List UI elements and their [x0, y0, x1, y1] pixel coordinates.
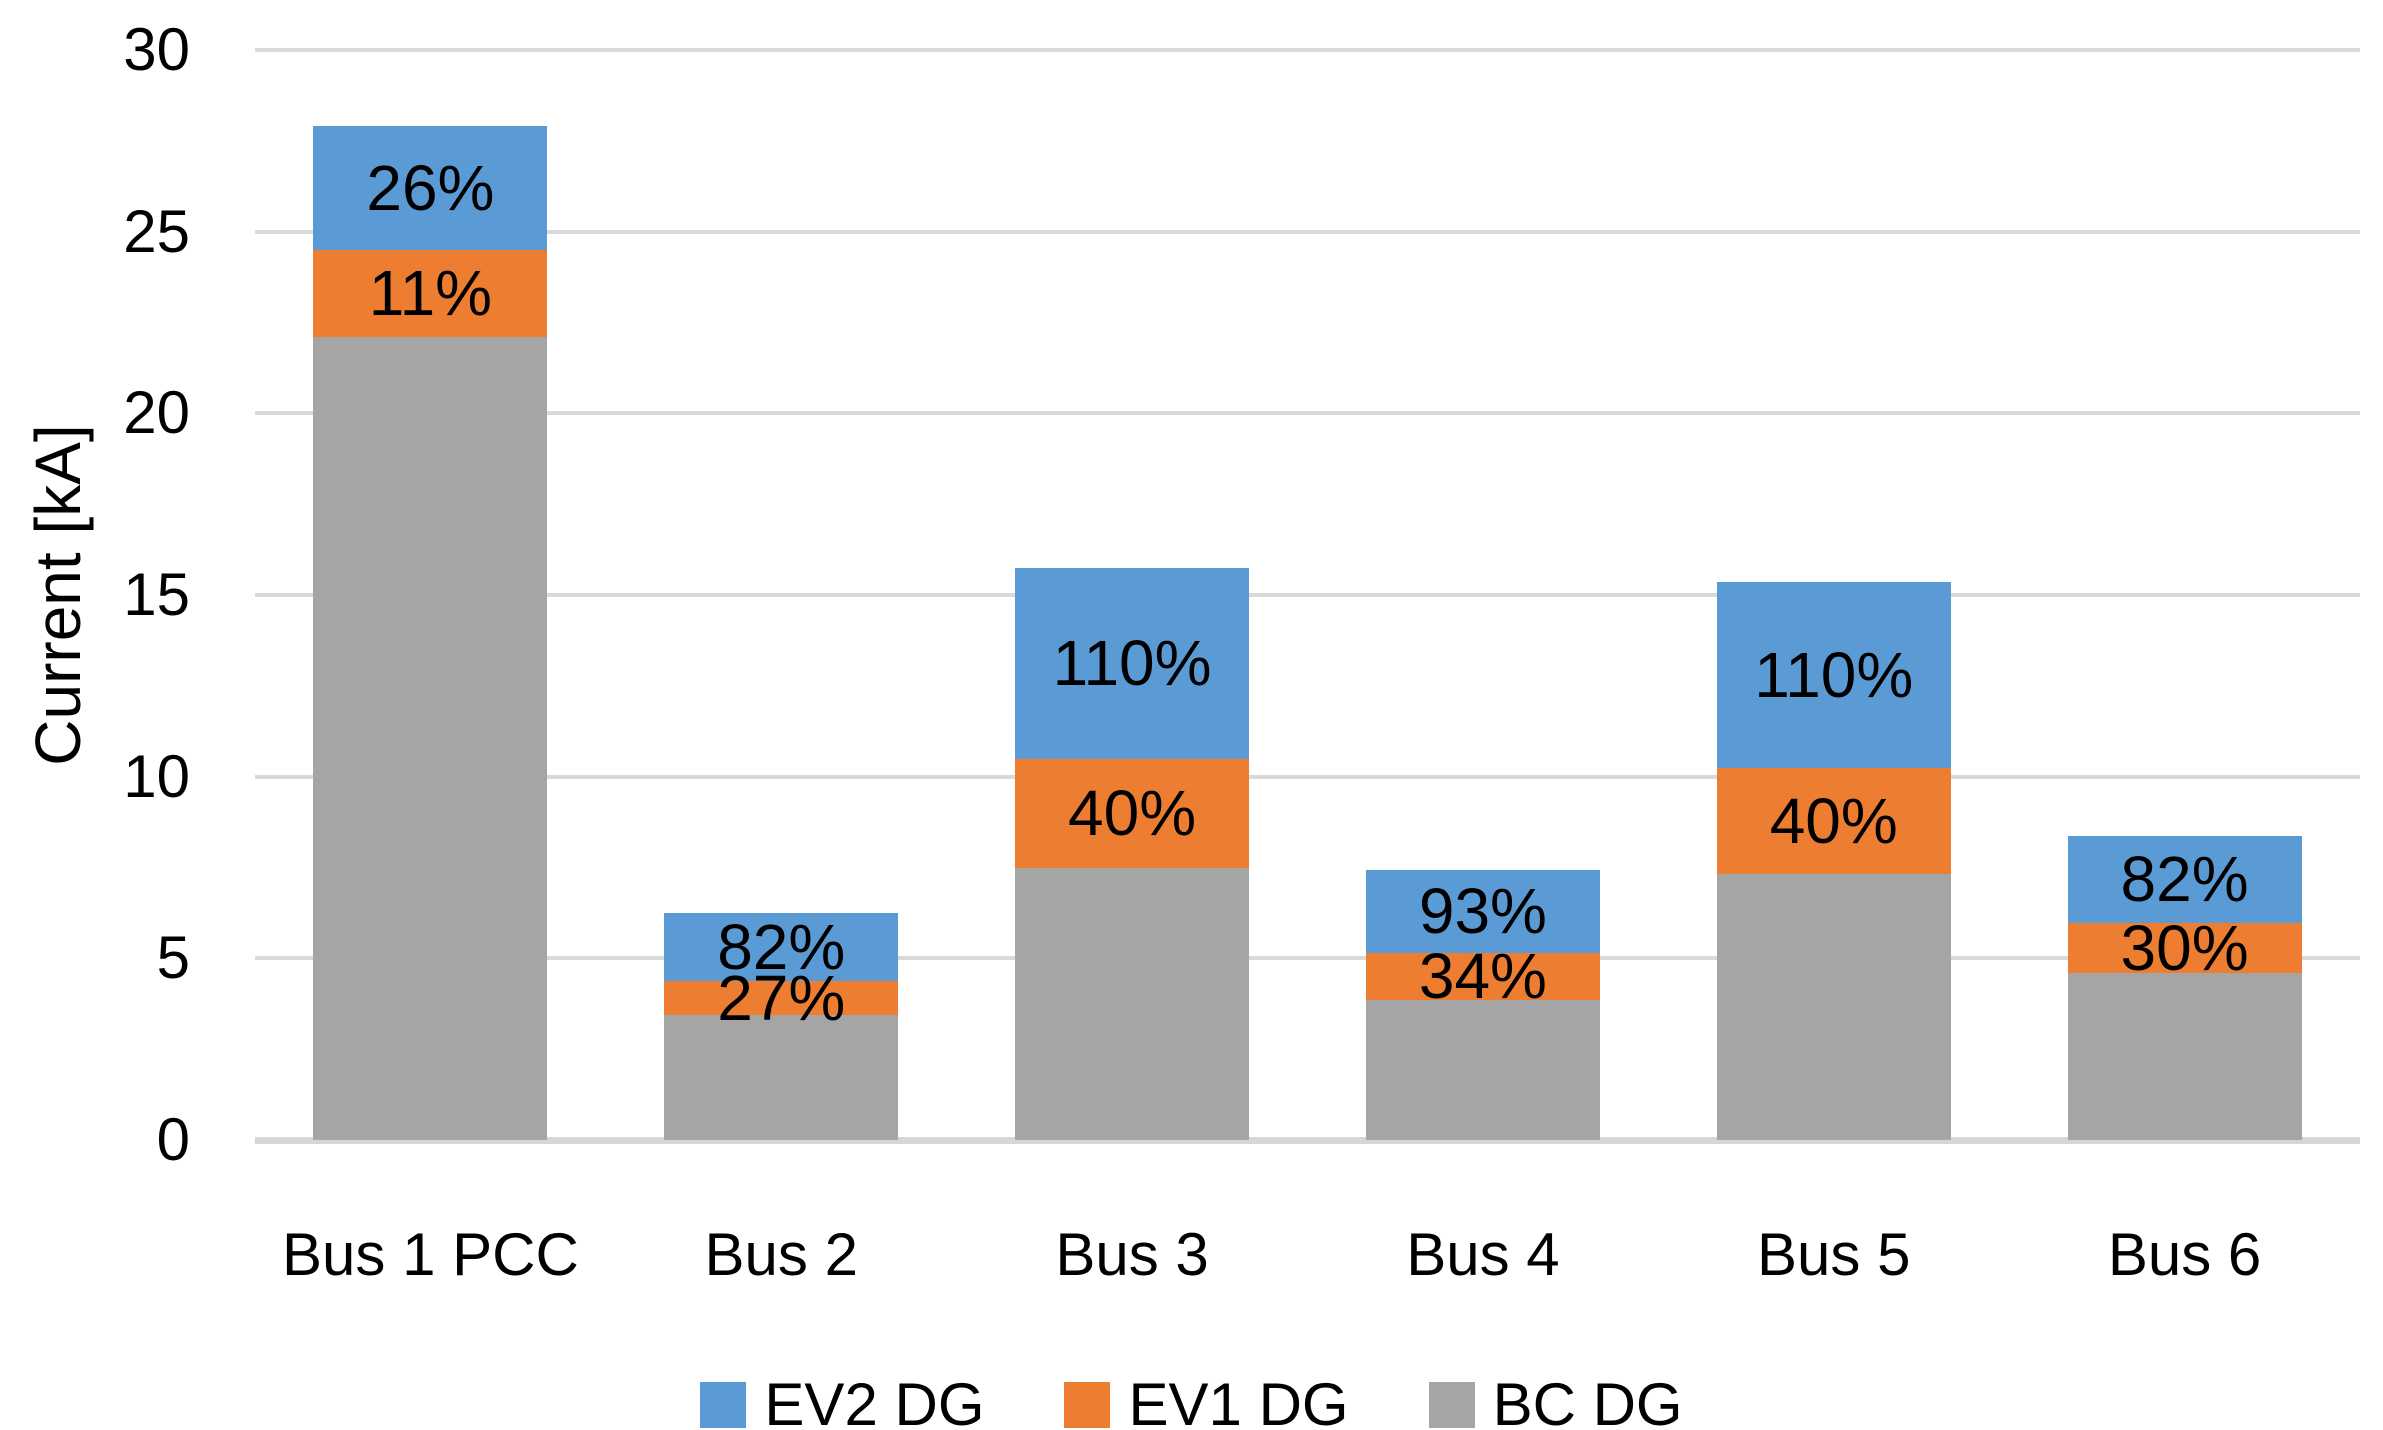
data-label-ev1-bus-1-pcc: 11% — [368, 257, 493, 330]
data-label-ev1-bus-2: 27% — [717, 962, 846, 1035]
y-tick-label-30: 30 — [123, 16, 190, 83]
legend-swatch-bc — [1428, 1382, 1475, 1428]
legend-item-ev1: EV1 DG — [1064, 1371, 1349, 1430]
y-tick-label-0: 0 — [156, 1106, 190, 1173]
bar-segment-ev2-bus-4 — [1365, 870, 1600, 953]
x-axis-label-bus-5: Bus 5 — [1757, 1221, 1911, 1288]
data-label-ev1-bus-4: 34% — [1418, 940, 1547, 1013]
gridline-20 — [255, 411, 2360, 416]
legend-label-ev1: EV1 DG — [1128, 1371, 1349, 1430]
bar-segment-ev1-bus-2 — [664, 981, 899, 1015]
data-label-ev1-bus-6: 30% — [2120, 911, 2249, 984]
data-label-ev2-bus-4: 93% — [1418, 875, 1547, 948]
gridline-10 — [255, 774, 2360, 779]
data-label-ev2-bus-3: 110% — [1052, 627, 1212, 700]
bar-segment-ev1-bus-5 — [1716, 768, 1951, 875]
gridline-25 — [255, 229, 2360, 234]
data-label-ev1-bus-3: 40% — [1068, 777, 1197, 849]
y-tick-label-5: 5 — [156, 924, 190, 992]
x-axis-label-bus-3: Bus 3 — [1055, 1221, 1209, 1288]
y-tick-label-15: 15 — [123, 561, 190, 628]
legend: EV2 DG EV1 DG BC DG — [0, 1375, 2383, 1430]
bar-segment-ev2-bus-6 — [2067, 835, 2302, 923]
data-label-ev2-bus-6: 82% — [2120, 843, 2249, 916]
y-tick-label-25: 25 — [123, 197, 190, 265]
y-tick-label-20: 20 — [123, 379, 190, 447]
bar-segment-bc-bus-6 — [2067, 972, 2302, 1140]
bar-segment-ev2-bus-3 — [1015, 567, 1250, 759]
legend-label-bc: BC DG — [1492, 1371, 1683, 1430]
legend-item-bc: BC DG — [1428, 1371, 1683, 1430]
bar-segment-bc-bus-4 — [1365, 1000, 1600, 1140]
bar-segment-ev1-bus-3 — [1015, 758, 1250, 868]
bar-segment-bc-bus-1-pcc — [313, 337, 548, 1140]
bar-segment-ev2-bus-5 — [1716, 582, 1951, 769]
gridline-15 — [255, 593, 2360, 597]
x-axis-line — [255, 1137, 2360, 1144]
bar-segment-ev1-bus-4 — [1365, 952, 1600, 1001]
bar-segment-ev2-bus-1-pcc — [313, 126, 548, 250]
legend-label-ev2: EV2 DG — [764, 1371, 985, 1430]
bar-segment-ev2-bus-2 — [664, 912, 899, 982]
data-label-ev2-bus-5: 110% — [1754, 639, 1914, 712]
x-axis-label-bus-1-pcc: Bus 1 PCC — [282, 1221, 579, 1288]
data-label-ev2-bus-2: 82% — [717, 910, 846, 983]
gridline-30 — [255, 48, 2360, 52]
bar-segment-bc-bus-3 — [1015, 867, 1250, 1140]
legend-swatch-ev2 — [700, 1382, 747, 1428]
data-label-ev1-bus-5: 40% — [1769, 785, 1898, 858]
y-axis-title: Current [kA] — [22, 424, 94, 766]
bar-segment-ev1-bus-1-pcc — [313, 249, 548, 338]
data-label-ev2-bus-1-pcc: 26% — [366, 152, 495, 225]
y-tick-label-10: 10 — [123, 742, 190, 810]
gridline-5 — [255, 956, 2360, 961]
legend-item-ev2: EV2 DG — [700, 1375, 984, 1430]
bar-segment-bc-bus-2 — [664, 1015, 899, 1140]
legend-swatch-ev1 — [1064, 1382, 1111, 1428]
x-axis-label-bus-2: Bus 2 — [704, 1221, 858, 1288]
x-axis-label-bus-6: Bus 6 — [2107, 1221, 2262, 1288]
x-axis-label-bus-4: Bus 4 — [1406, 1221, 1560, 1288]
bar-segment-ev1-bus-6 — [2067, 922, 2302, 973]
bar-segment-bc-bus-5 — [1716, 874, 1951, 1140]
